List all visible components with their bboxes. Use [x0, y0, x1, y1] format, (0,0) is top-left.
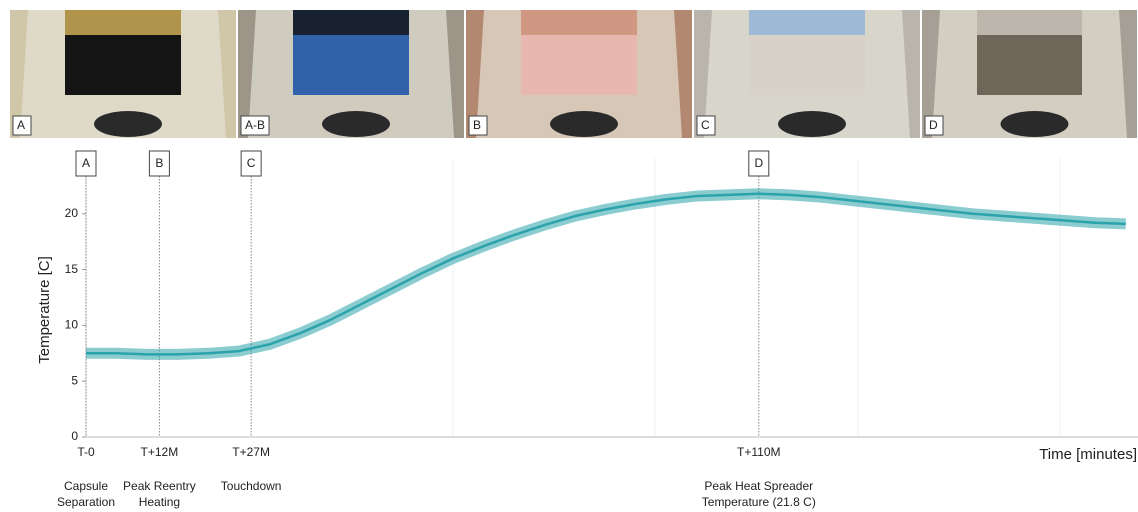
photo-label: A — [17, 118, 25, 132]
x-tick-label: T+110M — [737, 445, 780, 459]
event-caption: Heating — [139, 495, 180, 509]
event-marker: B — [155, 156, 163, 170]
event-caption: Capsule — [64, 479, 108, 493]
photo-window-top — [749, 10, 865, 35]
x-tick-label: T-0 — [77, 445, 95, 459]
event-caption: Peak Reentry — [123, 479, 196, 493]
photo-label: A-B — [245, 118, 265, 132]
event-marker: D — [754, 156, 763, 170]
chart: Time [minutes] Temperature [C] A A-B B C D 0 5… — [0, 0, 1138, 512]
x-axis-title: Time [minutes] — [1039, 446, 1137, 463]
photo-window-top — [977, 10, 1082, 35]
event-caption: Touchdown — [221, 479, 282, 493]
photo-lens — [550, 111, 618, 137]
photo-label: C — [701, 118, 710, 132]
photo-lens — [778, 111, 846, 137]
y-tick-label: 0 — [71, 429, 78, 443]
y-tick-label: 15 — [65, 262, 79, 276]
event-marker: A — [82, 156, 90, 170]
x-tick-label: T+12M — [141, 445, 179, 459]
photo-lens — [322, 111, 390, 137]
page: Time [minutes] Temperature [C] A A-B B C D 0 5… — [0, 0, 1138, 512]
photo-window-top — [521, 10, 637, 35]
photo-label: B — [473, 118, 481, 132]
event-caption: Peak Heat Spreader — [704, 479, 813, 493]
event-caption: Temperature (21.8 C) — [702, 495, 816, 509]
photo-lens — [94, 111, 162, 137]
line-band — [86, 194, 1126, 355]
photo-label: D — [929, 118, 938, 132]
x-tick-label: T+27M — [232, 445, 270, 459]
y-tick-label: 10 — [65, 318, 79, 332]
photo-lens — [1001, 111, 1069, 137]
y-axis-title: Temperature [C] — [36, 256, 53, 364]
photo-window-top — [65, 10, 181, 35]
event-marker: C — [247, 156, 256, 170]
event-caption: Separation — [57, 495, 115, 509]
y-tick-label: 5 — [71, 373, 78, 387]
y-tick-label: 20 — [65, 206, 79, 220]
photo-window-top — [293, 10, 409, 35]
